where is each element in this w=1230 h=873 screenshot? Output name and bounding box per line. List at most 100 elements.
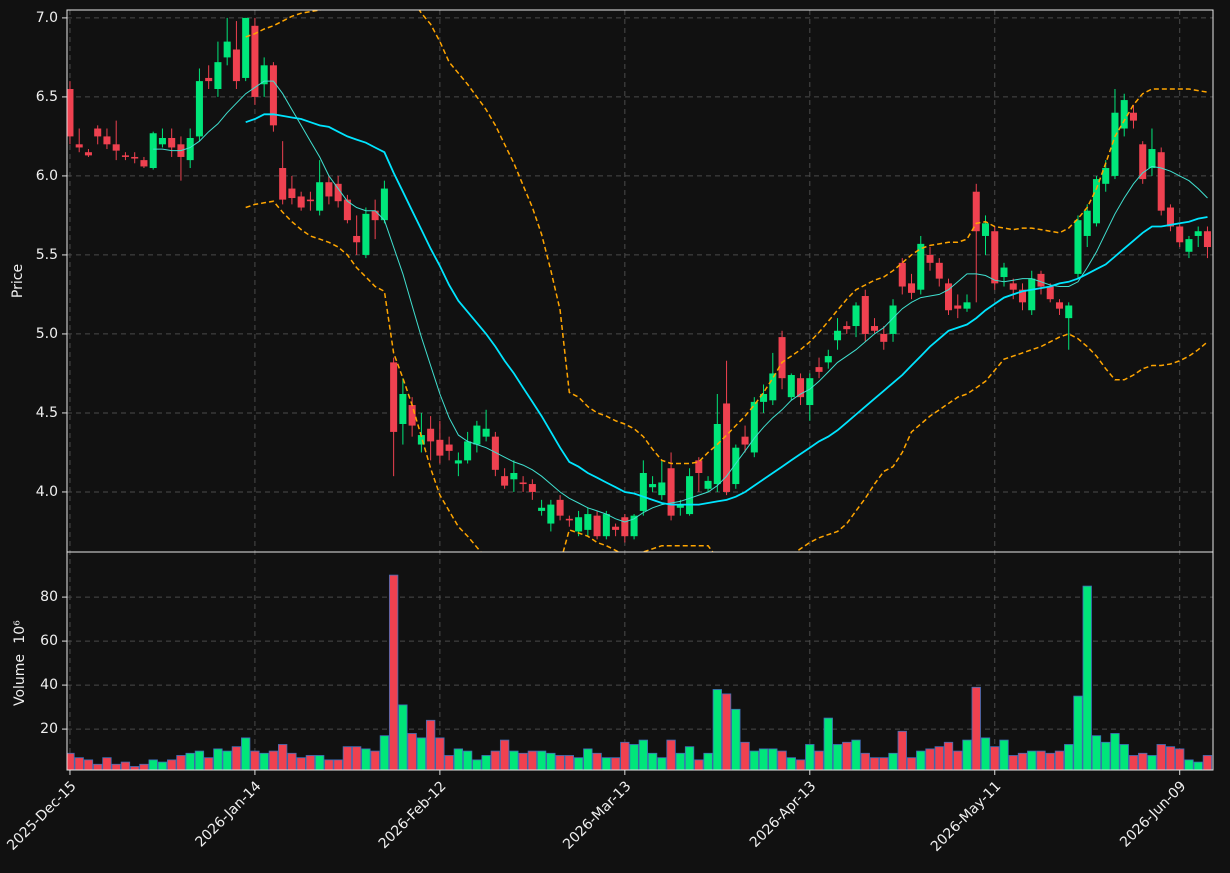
candle-body: [908, 283, 916, 293]
volume-bar: [601, 757, 611, 770]
volume-tick-label: 20: [40, 721, 58, 737]
volume-bar: [157, 761, 168, 770]
candle-body: [926, 254, 934, 263]
candle-body: [510, 472, 518, 480]
volume-bar: [481, 755, 491, 770]
volume-bar: [1184, 759, 1194, 770]
volume-bar: [268, 750, 279, 770]
candle-body: [417, 435, 425, 445]
volume-bar: [916, 750, 926, 770]
volume-bar: [407, 733, 417, 770]
volume-bar: [1101, 741, 1111, 770]
candle-body: [1065, 305, 1073, 319]
volume-bar: [573, 757, 584, 770]
candle-body: [944, 283, 953, 311]
candle-body: [898, 262, 906, 287]
volume-bar: [675, 752, 685, 770]
volume-bar: [749, 750, 759, 770]
volume-tick-label: 40: [40, 677, 58, 693]
volume-bar: [130, 766, 140, 770]
volume-bar: [499, 739, 510, 770]
volume-axis-label-group: Volume 10⁶: [12, 620, 28, 706]
volume-bar: [83, 759, 94, 770]
volume-bar: [897, 730, 907, 770]
volume-bar: [1175, 748, 1185, 770]
candle-body: [343, 199, 351, 221]
volume-bar: [67, 752, 75, 770]
price-layer: [67, 10, 1211, 552]
volume-bar: [351, 746, 362, 770]
volume-bar: [287, 752, 297, 770]
candle-body: [288, 188, 296, 199]
volume-bar: [694, 759, 704, 770]
volume-bar: [934, 746, 944, 770]
candle-body: [306, 199, 314, 202]
volume-bar: [185, 752, 195, 770]
grid-layer: [67, 10, 1213, 770]
volume-bar: [814, 750, 824, 770]
volume-bar: [906, 757, 917, 770]
volume-bar: [278, 744, 288, 770]
candle-body: [427, 428, 435, 442]
volume-bar: [509, 750, 519, 770]
candle-body: [316, 182, 324, 211]
volume-bar: [1128, 755, 1139, 770]
candle-body: [695, 460, 703, 473]
volume-bar: [314, 755, 325, 770]
volume-axis-exponent: 10⁶: [12, 620, 28, 644]
candle-body: [149, 133, 157, 169]
volume-bar: [1073, 695, 1083, 770]
volume-bar: [943, 741, 954, 770]
indicator-line: [245, 113, 1208, 506]
candle-body: [1185, 239, 1193, 252]
volume-bar: [879, 757, 889, 770]
volume-bar: [1054, 750, 1065, 770]
candle-body: [325, 182, 333, 197]
candle-body: [889, 305, 897, 334]
volume-bar: [1165, 746, 1176, 770]
indicator-line: [245, 200, 1208, 552]
candle-body: [815, 367, 823, 372]
price-axis-label: Price: [10, 264, 26, 298]
volume-bar: [1036, 750, 1046, 770]
candle-body: [1083, 210, 1091, 236]
volume-bar: [453, 748, 464, 770]
volume-bar: [592, 752, 602, 770]
candle-body: [954, 305, 962, 309]
candle-body: [269, 65, 277, 126]
volume-bar: [768, 748, 778, 770]
candle-body: [852, 305, 860, 327]
candle-body: [1028, 278, 1036, 311]
candle-body: [935, 262, 943, 279]
volume-bar: [953, 750, 963, 770]
candle-body: [1074, 220, 1082, 274]
candle-body: [732, 447, 740, 485]
volume-bar: [425, 719, 436, 770]
volume-bar: [999, 739, 1009, 770]
candle-body: [575, 517, 583, 532]
candle-body: [1046, 286, 1054, 300]
volume-bar: [388, 574, 399, 770]
volume-bar: [842, 741, 852, 770]
candle-body: [676, 504, 684, 508]
candle-body: [94, 128, 102, 137]
candle-body: [880, 333, 888, 342]
volume-bar: [444, 755, 454, 770]
volume-bar: [1119, 744, 1129, 770]
volume-bar: [74, 757, 84, 770]
volume-bar: [111, 763, 121, 770]
candle-body: [112, 144, 120, 151]
indicator-line: [245, 10, 1208, 465]
volume-bar: [259, 752, 269, 770]
volume-bar: [971, 686, 981, 770]
volume-bar: [925, 748, 935, 770]
y-tick-label: 5.5: [36, 247, 58, 263]
candle-body: [121, 155, 129, 157]
volume-bar: [194, 750, 205, 770]
candle-body: [778, 337, 786, 379]
y-tick-label: 4.5: [36, 405, 58, 421]
candle-body: [399, 393, 407, 425]
candle-body: [547, 504, 555, 524]
candle-body: [232, 49, 240, 82]
candle-body: [168, 137, 176, 148]
